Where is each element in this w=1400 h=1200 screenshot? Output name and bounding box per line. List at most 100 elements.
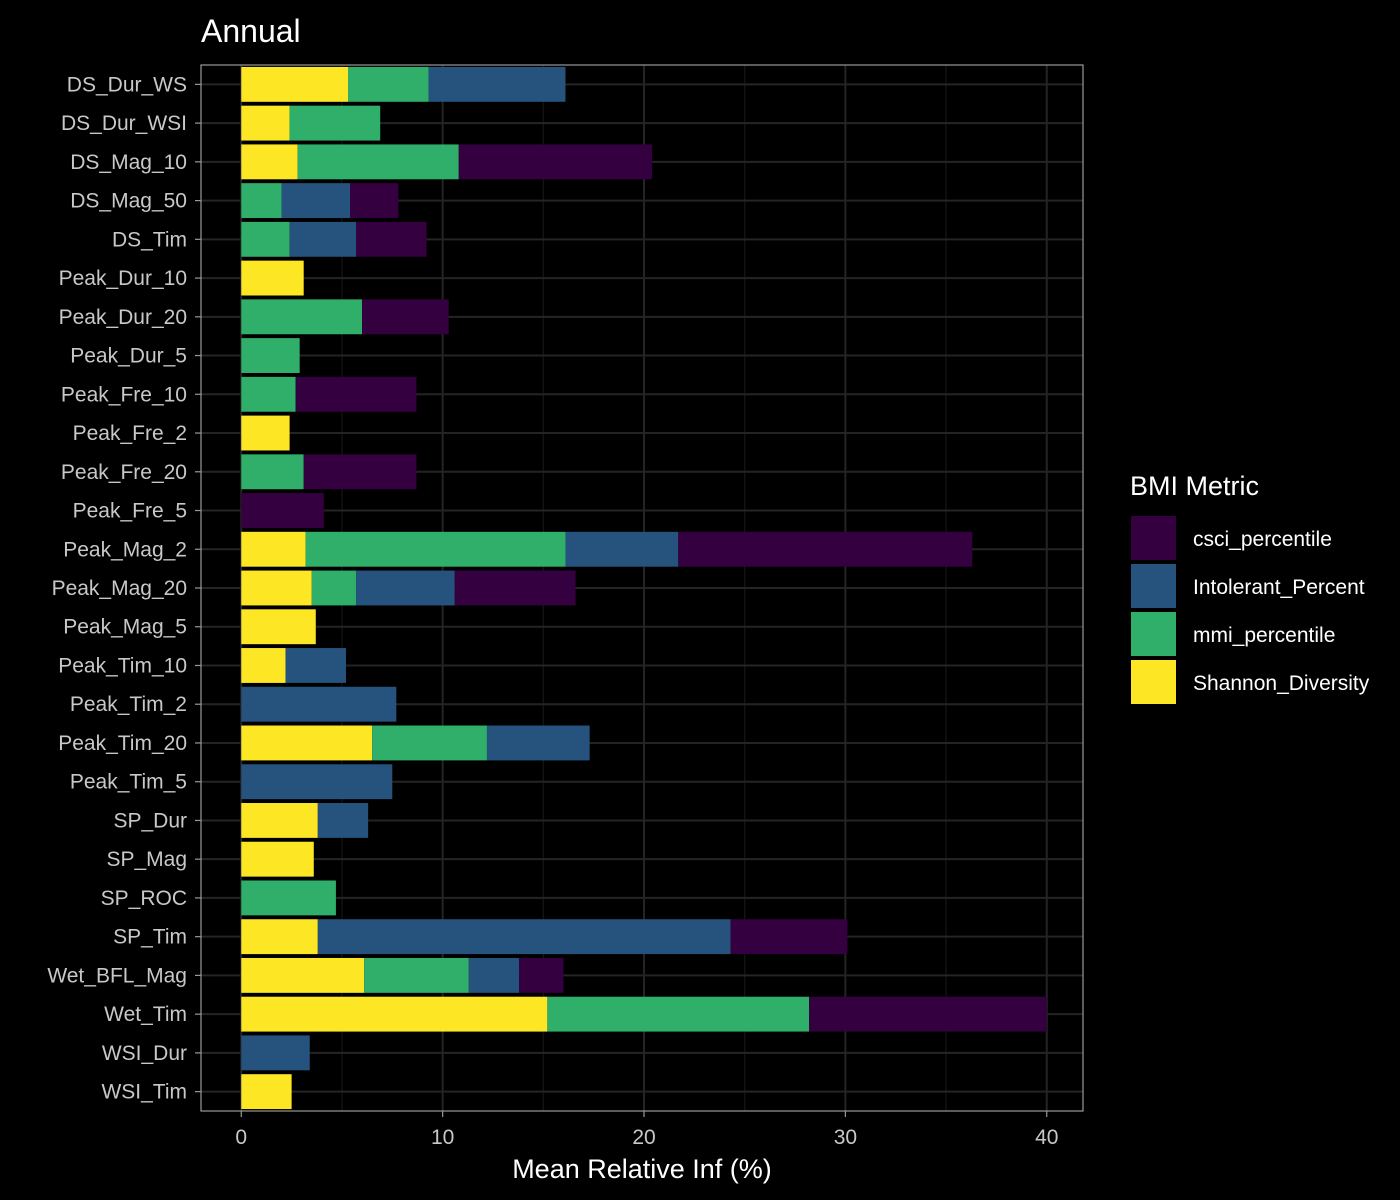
- y-tick-label: Peak_Tim_10: [58, 654, 187, 677]
- bar-segment-csci_percentile-Peak_Dur_20: [362, 299, 449, 335]
- bar-segment-csci_percentile-Peak_Mag_2: [678, 531, 973, 567]
- bar-segment-Shannon_Diversity-DS_Dur_WS: [241, 66, 348, 102]
- bar-segment-Intolerant_Percent-Wet_BFL_Mag: [468, 957, 520, 993]
- y-tick-label: Peak_Dur_5: [70, 345, 187, 368]
- y-tick-label: SP_Mag: [106, 848, 187, 871]
- y-tick-label: DS_Dur_WSI: [61, 112, 187, 135]
- y-tick-label: Peak_Mag_2: [63, 538, 187, 561]
- bar-segment-Shannon_Diversity-Wet_BFL_Mag: [241, 957, 365, 993]
- y-tick-label: Peak_Tim_2: [70, 693, 187, 716]
- bar-segment-mmi_percentile-Wet_Tim: [547, 996, 810, 1032]
- bar-segment-Shannon_Diversity-Peak_Tim_10: [241, 648, 286, 683]
- x-tick-label: 30: [834, 1126, 857, 1149]
- legend: BMI Metric csci_percentile Intolerant_Per…: [1130, 471, 1370, 704]
- bar-segment-Intolerant_Percent-WSI_Dur: [241, 1035, 310, 1071]
- bar-segment-Shannon_Diversity-Peak_Fre_2: [241, 415, 290, 451]
- y-tick-label: Wet_BFL_Mag: [47, 964, 187, 987]
- legend-label-Shannon_Diversity: Shannon_Diversity: [1193, 672, 1370, 695]
- bar-segment-csci_percentile-Wet_Tim: [809, 996, 1047, 1032]
- y-tick-label: Peak_Mag_5: [63, 616, 187, 639]
- bar-segment-Intolerant_Percent-Peak_Tim_5: [241, 764, 393, 800]
- legend-label-Intolerant_Percent: Intolerant_Percent: [1193, 576, 1365, 599]
- y-tick-label: WSI_Tim: [101, 1081, 187, 1104]
- bar-segment-Shannon_Diversity-Peak_Mag_20: [241, 570, 312, 606]
- bar-segment-Shannon_Diversity-SP_Tim: [241, 919, 318, 955]
- y-tick-label: DS_Tim: [112, 228, 187, 251]
- y-tick-label: Peak_Mag_20: [52, 577, 187, 600]
- bar-segment-Shannon_Diversity-Peak_Tim_20: [241, 725, 373, 761]
- bar-segment-Intolerant_Percent-Peak_Tim_2: [241, 686, 397, 722]
- y-tick-label: SP_Dur: [113, 809, 187, 832]
- bar-segment-Intolerant_Percent-SP_Tim: [317, 919, 731, 955]
- bar-segment-Shannon_Diversity-SP_Mag: [241, 841, 314, 877]
- y-tick-label: DS_Mag_10: [70, 151, 187, 174]
- x-tick-label: 40: [1035, 1126, 1058, 1149]
- bar-segment-mmi_percentile-Peak_Fre_20: [241, 454, 304, 490]
- y-tick-label: SP_Tim: [113, 926, 187, 949]
- bar-segment-mmi_percentile-DS_Mag_50: [241, 183, 282, 219]
- bar-segment-Shannon_Diversity-WSI_Tim: [241, 1074, 292, 1110]
- bar-segment-Intolerant_Percent-Peak_Tim_20: [486, 725, 590, 761]
- y-tick-label: SP_ROC: [101, 887, 187, 910]
- bar-segment-mmi_percentile-Peak_Dur_20: [241, 299, 363, 335]
- x-tick-label: 10: [431, 1126, 454, 1149]
- bar-segment-Shannon_Diversity-Peak_Mag_5: [241, 609, 316, 645]
- bar-segment-mmi_percentile-Peak_Tim_20: [372, 725, 487, 761]
- bar-segment-csci_percentile-Wet_BFL_Mag: [519, 957, 564, 993]
- bar-segment-Intolerant_Percent-Peak_Mag_20: [356, 570, 455, 606]
- bar-segment-Shannon_Diversity-Wet_Tim: [241, 996, 548, 1032]
- y-tick-label: Peak_Fre_2: [73, 422, 187, 445]
- bar-segment-mmi_percentile-DS_Dur_WS: [348, 66, 429, 102]
- bar-segment-csci_percentile-Peak_Fre_5: [241, 493, 324, 528]
- bar-segment-Intolerant_Percent-Peak_Mag_2: [565, 531, 679, 567]
- bar-segment-mmi_percentile-DS_Tim: [241, 221, 290, 257]
- y-tick-label: Peak_Tim_5: [70, 771, 187, 794]
- bar-segment-mmi_percentile-SP_ROC: [241, 880, 336, 916]
- bar-segment-mmi_percentile-DS_Mag_10: [297, 144, 459, 180]
- bar-segment-csci_percentile-Peak_Fre_20: [303, 454, 417, 490]
- y-tick-label: Peak_Dur_20: [59, 306, 187, 329]
- bar-segment-Shannon_Diversity-DS_Dur_WSI: [241, 105, 290, 141]
- legend-title: BMI Metric: [1130, 471, 1259, 501]
- legend-swatch-mmi_percentile: [1131, 612, 1176, 656]
- bar-segment-mmi_percentile-Peak_Dur_5: [241, 338, 300, 373]
- legend-label-csci_percentile: csci_percentile: [1193, 528, 1332, 551]
- bar-segment-csci_percentile-DS_Mag_10: [458, 144, 653, 180]
- y-tick-label: Peak_Tim_20: [58, 732, 187, 755]
- bar-segment-mmi_percentile-Peak_Mag_20: [311, 570, 357, 606]
- bar-segment-Shannon_Diversity-Peak_Mag_2: [241, 531, 306, 567]
- x-axis: 0 10 20 30 40: [235, 1111, 1058, 1149]
- bar-segment-mmi_percentile-Wet_BFL_Mag: [364, 957, 469, 993]
- y-axis: DS_Dur_WS DS_Dur_WSI DS_Mag_10 DS_Mag_50 DS_…: [47, 73, 201, 1104]
- bar-segment-csci_percentile-SP_Tim: [730, 919, 848, 955]
- bar-segment-Shannon_Diversity-Peak_Dur_10: [241, 260, 304, 296]
- y-tick-label: Peak_Fre_5: [73, 500, 187, 523]
- bar-segment-Intolerant_Percent-DS_Dur_WS: [428, 66, 566, 102]
- x-tick-label: 0: [235, 1126, 247, 1149]
- bar-segment-mmi_percentile-Peak_Fre_10: [241, 376, 296, 412]
- legend-swatch-csci_percentile: [1131, 516, 1176, 560]
- y-tick-label: DS_Mag_50: [70, 190, 187, 213]
- x-tick-label: 20: [632, 1126, 655, 1149]
- bar-segment-Intolerant_Percent-DS_Mag_50: [281, 183, 351, 219]
- bar-segment-csci_percentile-Peak_Mag_20: [454, 570, 576, 606]
- bars: [241, 66, 1047, 1110]
- legend-swatch-Shannon_Diversity: [1131, 660, 1176, 704]
- y-tick-label: WSI_Dur: [102, 1042, 187, 1065]
- bar-segment-csci_percentile-DS_Tim: [356, 221, 427, 257]
- x-axis-label: Mean Relative Inf (%): [512, 1154, 772, 1184]
- y-tick-label: Peak_Dur_10: [59, 267, 187, 290]
- bar-segment-csci_percentile-DS_Mag_50: [350, 183, 399, 219]
- bar-segment-Intolerant_Percent-SP_Dur: [317, 803, 369, 838]
- bar-segment-Intolerant_Percent-Peak_Tim_10: [285, 648, 346, 683]
- y-tick-label: DS_Dur_WS: [67, 73, 187, 96]
- bar-segment-Intolerant_Percent-DS_Tim: [289, 221, 357, 257]
- legend-swatch-Intolerant_Percent: [1131, 564, 1176, 608]
- bar-segment-csci_percentile-Peak_Fre_10: [295, 376, 417, 412]
- y-tick-label: Peak_Fre_20: [61, 461, 187, 484]
- y-tick-label: Peak_Fre_10: [61, 383, 187, 406]
- bar-segment-mmi_percentile-DS_Dur_WSI: [289, 105, 381, 141]
- bar-segment-Shannon_Diversity-DS_Mag_10: [241, 144, 298, 180]
- bar-segment-Shannon_Diversity-SP_Dur: [241, 803, 318, 838]
